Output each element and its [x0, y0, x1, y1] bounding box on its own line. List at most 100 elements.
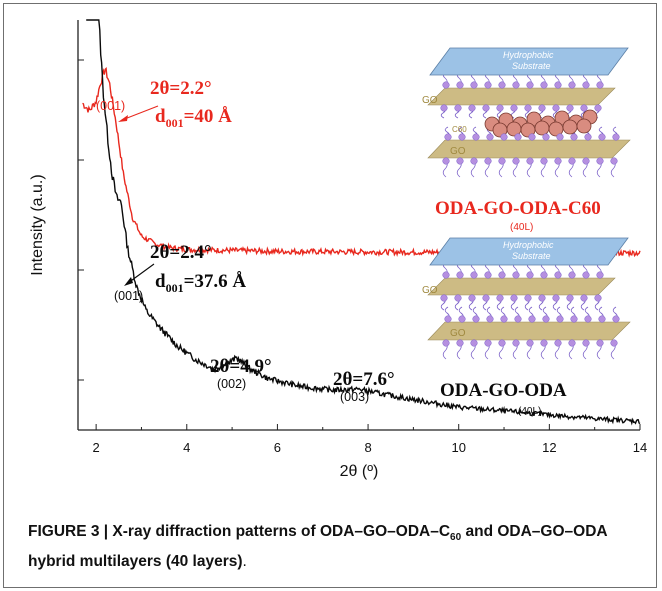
oda-bead	[458, 315, 466, 323]
oda-bead	[582, 157, 590, 165]
oda-bead	[584, 133, 592, 141]
oda-bead	[486, 315, 494, 323]
x-tick-label: 6	[274, 440, 281, 455]
oda-bead	[484, 157, 492, 165]
go-label-2b: GO	[450, 328, 466, 339]
substrate-label-2b: Substrate	[512, 251, 551, 261]
go-label-1b: GO	[450, 146, 466, 157]
annotation-black-miller-1: (001)	[114, 289, 143, 303]
oda-bead	[568, 271, 576, 279]
oda-bead	[510, 294, 518, 302]
substrate-label-1b: Substrate	[512, 61, 551, 71]
oda-bead	[456, 81, 464, 89]
oda-bead	[598, 315, 606, 323]
annotation-red-peak: 2θ=2.2° d001=40 Å (001)	[96, 78, 232, 130]
oda-bead	[568, 339, 576, 347]
oda-bead	[526, 157, 534, 165]
annotation-black-miller-2: (002)	[217, 377, 246, 391]
oda-bead	[472, 133, 480, 141]
annotation-black-angle-2: 2θ=4.9°	[210, 356, 272, 377]
y-ticks	[78, 59, 84, 381]
x-ticks: 2 4 6 8 10 12 14	[93, 424, 647, 455]
oda-bead	[582, 271, 590, 279]
oda-bead	[538, 104, 546, 112]
x-axis-label: 2θ (º)	[340, 463, 379, 480]
oda-bead	[498, 81, 506, 89]
oda-bead	[610, 339, 618, 347]
oda-bead	[512, 81, 520, 89]
annotation-black-peak1: 2θ=2.4° d001=37.6 Å (001)	[114, 242, 246, 303]
oda-bead	[526, 271, 534, 279]
xrd-chart: 2 4 6 8 10 12 14 Intensity (a.u.) 2θ (º) 2θ=2.…	[29, 19, 647, 480]
oda-bead	[526, 339, 534, 347]
oda-bead	[540, 81, 548, 89]
oda-bead	[454, 294, 462, 302]
oda-bead	[440, 104, 448, 112]
oda-bead	[442, 81, 450, 89]
oda-bead	[498, 157, 506, 165]
c60-label: C60	[452, 125, 467, 134]
oda-bead	[594, 104, 602, 112]
oda-bead	[470, 339, 478, 347]
caption-prefix: FIGURE 3 | X-ray diffraction patterns of…	[28, 523, 451, 540]
oda-bead	[596, 81, 604, 89]
go-label-2a: GO	[422, 285, 438, 296]
oda-bead	[556, 315, 564, 323]
oda-bead	[444, 315, 452, 323]
oda-bead	[552, 104, 560, 112]
oda-bead	[554, 157, 562, 165]
oda-bead	[444, 133, 452, 141]
oda-bead	[500, 133, 508, 141]
oda-bead	[456, 271, 464, 279]
oda-bead	[540, 271, 548, 279]
figure-caption: FIGURE 3 | X-ray diffraction patterns of…	[28, 520, 638, 574]
x-tick-label: 8	[364, 440, 371, 455]
oda-bead	[472, 315, 480, 323]
oda-bead	[524, 104, 532, 112]
oda-bead	[500, 315, 508, 323]
oda-bead	[470, 157, 478, 165]
annotation-black-miller-3: (003)	[340, 390, 369, 404]
oda-bead	[442, 339, 450, 347]
oda-bead	[554, 81, 562, 89]
x-tick-label: 14	[633, 440, 647, 455]
oda-bead	[556, 133, 564, 141]
c60-ball	[562, 119, 578, 135]
caption-suffix: and ODA–GO–ODA hybrid multilayers (40 la…	[28, 523, 608, 571]
oda-bead	[552, 294, 560, 302]
oda-bead	[470, 271, 478, 279]
annotation-red-angle: 2θ=2.2°	[150, 78, 212, 99]
annotation-red-miller: (001)	[96, 99, 125, 113]
substrate-plate-1	[429, 47, 629, 76]
annotation-black-angle-3: 2θ=7.6°	[333, 369, 395, 390]
oda-bead	[512, 157, 520, 165]
oda-bead	[568, 157, 576, 165]
oda-bead	[514, 133, 522, 141]
c60-ball	[534, 120, 550, 136]
oda-bead	[540, 157, 548, 165]
oda-bead	[526, 81, 534, 89]
substrate-plate-2	[429, 237, 629, 266]
oda-bead	[484, 339, 492, 347]
substrate-label-1a: Hydrophobic	[503, 50, 554, 60]
substrate-label-2a: Hydrophobic	[503, 240, 554, 250]
oda-bead	[442, 271, 450, 279]
oda-bead	[542, 133, 550, 141]
oda-bead	[512, 339, 520, 347]
oda-bead	[470, 81, 478, 89]
annotation-black-spacing-1: d001=37.6 Å	[155, 271, 246, 295]
annotation-red-spacing: d001=40 Å	[155, 106, 232, 130]
oda-bead	[528, 133, 536, 141]
go-layer-1b	[427, 139, 631, 159]
go-layer-2b	[427, 321, 631, 341]
oda-bead	[612, 133, 620, 141]
oda-bead	[566, 104, 574, 112]
oda-bead	[482, 294, 490, 302]
c60-ball	[576, 118, 592, 134]
annotation-black-peak2: 2θ=4.9° (002)	[210, 356, 272, 391]
oda-bead	[482, 104, 490, 112]
x-tick-label: 10	[451, 440, 465, 455]
x-tick-label: 12	[542, 440, 556, 455]
oda-bead	[596, 271, 604, 279]
oda-bead	[498, 271, 506, 279]
